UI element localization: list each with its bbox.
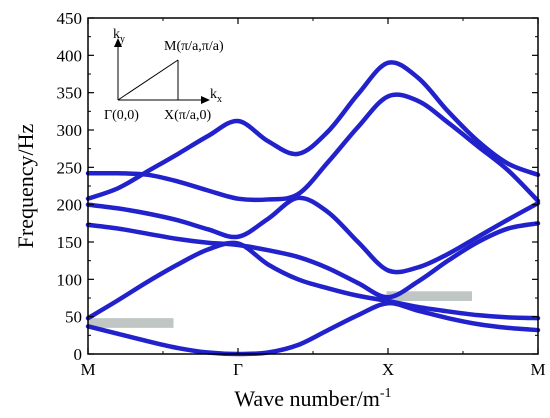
y-tick-label: 300: [57, 121, 83, 140]
inset-kx-label: kx: [210, 87, 222, 105]
inset-gamma-label: Γ(0,0): [104, 108, 139, 123]
band-gaps: [88, 291, 472, 328]
band-line-5: [85, 92, 541, 204]
x-tick-label: M: [80, 360, 95, 379]
y-axis-title: Frequency/Hz: [13, 123, 38, 248]
y-axis-ticks: 0 50 100 150 200 250 300 350 400 450: [57, 9, 538, 364]
brillouin-zone-inset: ky kx M(π/a,π/a) Γ(0,0) X(π/a,0): [104, 27, 224, 123]
y-tick-label: 100: [57, 270, 83, 289]
y-tick-label: 350: [57, 84, 83, 103]
band-line-1: [85, 300, 541, 357]
x-tick-label: M: [530, 360, 545, 379]
y-tick-label: 200: [57, 196, 83, 215]
y-tick-label: 150: [57, 233, 83, 252]
band-gap-2: [386, 291, 472, 301]
y-tick-label: 50: [65, 308, 82, 327]
y-tick-label: 450: [57, 9, 83, 28]
x-tick-label: Γ: [233, 360, 243, 379]
inset-kx-arrow: [201, 96, 210, 104]
x-tick-label: X: [382, 360, 394, 379]
band-line-4: [85, 195, 541, 275]
inset-x-label: X(π/a,0): [164, 108, 211, 123]
inset-diagonal: [117, 59, 179, 101]
y-tick-label: 400: [57, 46, 83, 65]
plot-frame: [87, 17, 539, 355]
y-tick-label: 0: [74, 345, 83, 364]
band-gap-1: [88, 318, 174, 328]
band-line-2: [85, 240, 541, 321]
band-line-3: [85, 221, 541, 300]
band-line-6: [85, 60, 541, 201]
inset-ky-arrow: [114, 38, 122, 47]
inset-m-label: M(π/a,π/a): [164, 39, 224, 54]
inset-ky-label: ky: [113, 27, 125, 45]
series-lines: [85, 60, 541, 357]
y-tick-label: 250: [57, 158, 83, 177]
x-axis-title: Wave number/m-1: [234, 386, 391, 411]
